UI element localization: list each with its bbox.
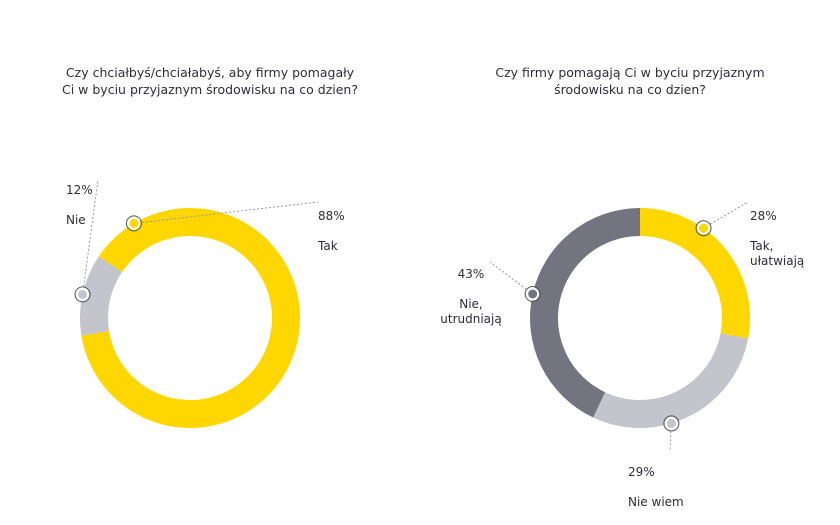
donut-slice <box>80 256 123 336</box>
slice-name: Tak, ułatwiają <box>750 239 805 268</box>
leader-line <box>133 201 319 224</box>
chart-title: Czy chciałbyś/chciałabyś, aby firmy poma… <box>62 65 358 97</box>
slice-marker-dot <box>697 221 711 235</box>
leader-line <box>489 261 533 295</box>
slice-name: Nie wiem <box>628 495 684 509</box>
slice-marker-ring <box>74 286 91 303</box>
slice-name: Nie <box>66 213 86 227</box>
donut-slice <box>81 207 300 428</box>
slice-percent: 29% <box>628 465 655 479</box>
chart-title: Czy firmy pomagają Ci w byciu przyjaznym… <box>495 65 765 97</box>
slice-marker-dot <box>76 287 90 301</box>
chart-panel-right: Czy firmy pomagają Ci w byciu przyjaznym… <box>420 0 840 509</box>
slice-name: Tak <box>318 239 338 253</box>
slice-marker-dot <box>526 287 540 301</box>
slice-name: Nie, utrudniają <box>440 297 502 326</box>
slice-percent: 28% <box>750 209 777 223</box>
slice-label-nie-wiem: 29% Nie wiem <box>628 450 684 525</box>
slice-marker-ring <box>695 220 712 237</box>
donut-slice <box>640 208 750 339</box>
slice-percent: 43% <box>457 267 485 281</box>
donut-chart-left <box>74 179 319 428</box>
donut-chart-right <box>489 201 750 451</box>
leader-line <box>82 179 99 295</box>
donut-slice <box>530 208 640 418</box>
slice-percent: 88% <box>318 209 345 223</box>
slice-marker-ring <box>125 215 142 232</box>
donut-slice <box>593 333 749 429</box>
slice-label-nie-utrudniaja: 43% Nie, utrudniają <box>424 252 518 342</box>
slice-label-tak-ulatwiaja: 28% Tak, ułatwiają <box>750 194 804 284</box>
slice-marker-ring <box>663 415 680 432</box>
slice-marker-ring <box>524 286 541 303</box>
slice-marker-dot <box>664 416 678 430</box>
slice-label-nie: 12% Nie <box>66 168 93 243</box>
slice-percent: 12% <box>66 183 93 197</box>
leader-line <box>703 201 749 229</box>
chart-panel-left: Czy chciałbyś/chciałabyś, aby firmy poma… <box>0 0 420 480</box>
slice-label-tak: 88% Tak <box>318 194 345 269</box>
slice-marker-dot <box>127 216 141 230</box>
